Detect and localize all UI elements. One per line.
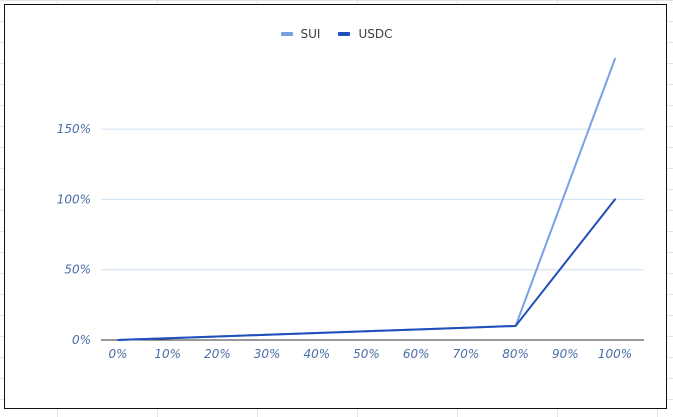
x-tick-label: 90% — [552, 347, 579, 361]
y-tick-label: 100% — [57, 192, 91, 206]
chart-container[interactable]: SUI USDC 0% 50% 100% 150% 0% 10% 20% 30% 40% 50% 6… — [4, 4, 667, 409]
legend-swatch-usdc — [338, 32, 351, 36]
x-tick-label: 10% — [154, 347, 181, 361]
x-tick-label: 30% — [254, 347, 281, 361]
x-tick-label: 100% — [598, 347, 632, 361]
x-tick-label: 50% — [353, 347, 380, 361]
x-tick-label: 70% — [453, 347, 480, 361]
x-tick-label: 0% — [108, 347, 127, 361]
x-tick-label: 40% — [303, 347, 330, 361]
chart-legend: SUI USDC — [5, 27, 668, 41]
legend-item-sui[interactable]: SUI — [280, 27, 321, 41]
legend-swatch-sui — [280, 32, 293, 36]
legend-item-usdc[interactable]: USDC — [338, 27, 392, 41]
series-line-usdc — [117, 198, 616, 341]
legend-label-sui: SUI — [300, 27, 321, 41]
legend-label-usdc: USDC — [358, 27, 393, 41]
x-tick-label: 60% — [403, 347, 430, 361]
y-tick-label: 0% — [72, 333, 91, 347]
x-tick-label: 80% — [502, 347, 529, 361]
y-tick-label: 150% — [57, 122, 91, 136]
x-tick-label: 20% — [204, 347, 231, 361]
line-chart: 0% 50% 100% 150% 0% 10% 20% 30% 40% 50% 60% 70% 80% 9… — [57, 57, 644, 361]
y-tick-label: 50% — [64, 263, 91, 277]
